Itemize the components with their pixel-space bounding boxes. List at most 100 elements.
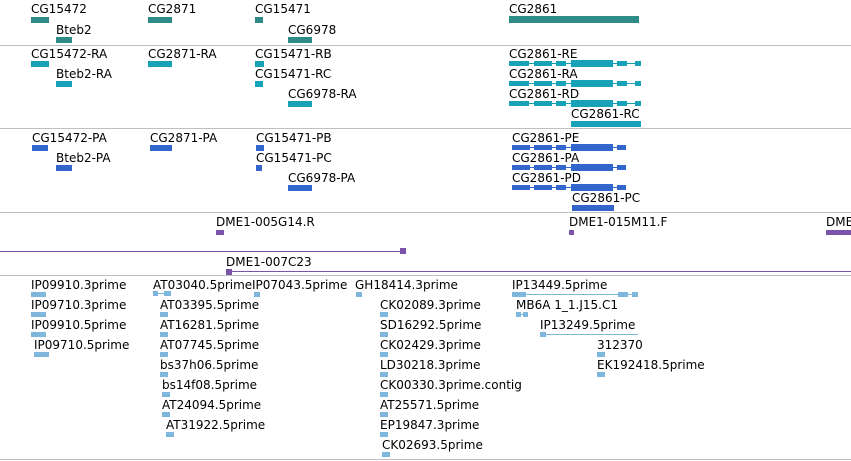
transcript-label[interactable]: CG2861-RC (571, 107, 640, 121)
transcript-label[interactable]: CG15471-RC (255, 67, 332, 81)
est-feature[interactable] (380, 392, 388, 397)
protein-label[interactable]: CG2861-PD (512, 171, 582, 185)
est-feature[interactable] (153, 293, 171, 294)
est-label[interactable]: AT16281.5prime (160, 318, 260, 332)
transcript-label[interactable]: CG2861-RE (509, 47, 578, 61)
est-label[interactable]: AT03040.5prime (153, 278, 253, 292)
clone-feature[interactable] (216, 230, 224, 235)
transcript-label[interactable]: CG2871-RA (148, 47, 217, 61)
protein-label[interactable]: CG2861-PC (572, 191, 641, 205)
clone-feature[interactable] (569, 230, 574, 235)
protein-label[interactable]: CG15471-PB (256, 131, 332, 145)
protein-label[interactable]: CG15472-PA (32, 131, 107, 145)
est-label[interactable]: CK00330.3prime.contig (380, 378, 522, 392)
est-feature[interactable] (380, 432, 388, 437)
protein-label[interactable]: CG2871-PA (150, 131, 218, 145)
est-label[interactable]: CK02089.3prime (380, 298, 481, 312)
transcript-label[interactable]: Bteb2-RA (56, 67, 112, 81)
transcript-feature[interactable] (288, 101, 312, 107)
est-label[interactable]: AT03395.5prime (160, 298, 260, 312)
transcript-feature[interactable] (31, 61, 49, 67)
est-feature[interactable] (160, 332, 168, 337)
est-label[interactable]: IP09710.3prime (31, 298, 127, 312)
est-label[interactable]: bs37h06.5prime (160, 358, 259, 372)
transcript-label[interactable]: CG15472-RA (31, 47, 108, 61)
protein-feature[interactable] (56, 165, 72, 171)
est-feature[interactable] (380, 412, 388, 417)
est-feature[interactable] (31, 292, 46, 297)
transcript-feature[interactable] (255, 81, 263, 87)
est-feature[interactable] (31, 312, 46, 317)
est-label[interactable]: IP13249.5prime (540, 318, 636, 332)
est-feature[interactable] (160, 352, 168, 357)
est-feature[interactable] (380, 352, 388, 357)
clone-label[interactable]: DME1-005G14.R (216, 215, 315, 229)
est-label[interactable]: 312370 (597, 338, 643, 352)
transcript-label[interactable]: CG2861-RD (509, 87, 580, 101)
gene-feature[interactable] (255, 17, 263, 23)
protein-label[interactable]: CG2861-PA (512, 151, 580, 165)
est-label[interactable]: IP09710.5prime (34, 338, 130, 352)
gene-feature[interactable] (31, 17, 49, 23)
est-label[interactable]: IP09910.3prime (31, 278, 127, 292)
gene-label[interactable]: CG2861 (509, 2, 558, 16)
protein-feature[interactable] (256, 145, 264, 151)
gene-feature[interactable] (288, 37, 312, 43)
protein-feature[interactable] (32, 145, 48, 151)
clone-feature[interactable] (0, 251, 406, 252)
protein-feature[interactable] (512, 147, 626, 148)
clone-label[interactable]: DME1-007C23 (226, 255, 312, 269)
est-feature[interactable] (162, 412, 170, 417)
est-label[interactable]: EP19847.3prime (380, 418, 480, 432)
est-feature[interactable] (382, 452, 390, 457)
est-feature[interactable] (254, 292, 260, 297)
est-feature[interactable] (380, 332, 388, 337)
est-feature[interactable] (160, 312, 168, 317)
transcript-feature[interactable] (255, 61, 264, 67)
est-label[interactable]: IP13449.5prime (512, 278, 608, 292)
est-label[interactable]: SD16292.5prime (380, 318, 482, 332)
est-label[interactable]: CK02429.3prime (380, 338, 481, 352)
protein-feature[interactable] (256, 165, 262, 171)
clone-feature[interactable] (826, 230, 851, 235)
est-feature[interactable] (597, 372, 605, 377)
transcript-feature[interactable] (571, 121, 641, 127)
protein-feature[interactable] (572, 205, 614, 211)
est-label[interactable]: IP09910.5prime (31, 318, 127, 332)
est-feature[interactable] (512, 294, 638, 295)
est-feature[interactable] (162, 392, 170, 397)
est-label[interactable]: AT31922.5prime (166, 418, 266, 432)
gene-feature[interactable] (509, 16, 639, 23)
est-feature[interactable] (597, 352, 605, 357)
protein-feature[interactable] (288, 185, 312, 191)
transcript-feature[interactable] (56, 81, 72, 87)
est-label[interactable]: MB6A 1_1.J15.C1 (516, 298, 618, 312)
est-feature[interactable] (540, 334, 638, 335)
est-label[interactable]: CK02693.5prime (382, 438, 483, 452)
gene-label[interactable]: CG15471 (255, 2, 311, 16)
est-feature[interactable] (166, 432, 174, 437)
est-feature[interactable] (34, 352, 49, 357)
protein-label[interactable]: CG6978-PA (288, 171, 356, 185)
protein-label[interactable]: CG2861-PE (512, 131, 580, 145)
est-label[interactable]: EK192418.5prime (597, 358, 705, 372)
clone-label[interactable]: DME1-015M11.F (569, 215, 668, 229)
gene-label[interactable]: CG2871 (148, 2, 197, 16)
protein-feature[interactable] (512, 167, 626, 168)
protein-label[interactable]: CG15471-PC (256, 151, 332, 165)
gene-feature[interactable] (56, 37, 72, 43)
transcript-feature[interactable] (148, 61, 172, 67)
est-feature[interactable] (356, 292, 362, 297)
protein-label[interactable]: Bteb2-PA (56, 151, 111, 165)
est-label[interactable]: LD30218.3prime (380, 358, 481, 372)
transcript-label[interactable]: CG15471-RB (255, 47, 332, 61)
est-label[interactable]: GH18414.3prime (355, 278, 458, 292)
gene-label[interactable]: Bteb2 (56, 23, 92, 37)
est-label[interactable]: AT25571.5prime (380, 398, 480, 412)
clone-label[interactable]: DME (826, 215, 851, 229)
transcript-label[interactable]: CG2861-RA (509, 67, 578, 81)
est-label[interactable]: AT24094.5prime (162, 398, 262, 412)
est-feature[interactable] (160, 372, 168, 377)
protein-feature[interactable] (512, 187, 626, 188)
gene-label[interactable]: CG15472 (31, 2, 87, 16)
